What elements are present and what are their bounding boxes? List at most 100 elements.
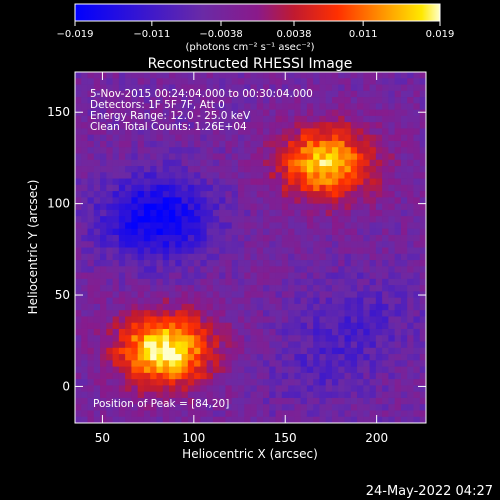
heatmap-cell	[256, 209, 264, 217]
heatmap-cell	[93, 366, 101, 374]
heatmap-cell	[306, 84, 314, 92]
heatmap-cell	[75, 128, 82, 136]
heatmap-cell	[357, 109, 364, 117]
heatmap-cell	[382, 166, 389, 173]
heatmap-cell	[219, 285, 226, 292]
heatmap-cell	[313, 335, 320, 342]
heatmap-cell	[419, 322, 427, 330]
heatmap-cell	[162, 385, 170, 393]
heatmap-cell	[169, 341, 176, 349]
heatmap-cell	[137, 122, 145, 129]
heatmap-cell	[156, 153, 164, 161]
heatmap-cell	[400, 335, 408, 342]
heatmap-cell	[269, 391, 276, 399]
heatmap-cell	[419, 197, 427, 205]
heatmap-cell	[382, 184, 389, 192]
heatmap-cell	[382, 234, 389, 242]
heatmap-cell	[231, 197, 239, 205]
heatmap-cell	[244, 297, 251, 305]
heatmap-cell	[187, 341, 195, 349]
heatmap-cell	[93, 341, 101, 349]
heatmap-cell	[200, 247, 208, 255]
heatmap-cell	[294, 397, 302, 405]
heatmap-cell	[131, 335, 139, 342]
heatmap-cell	[118, 297, 126, 305]
heatmap-cell	[231, 216, 239, 223]
heatmap-cell	[194, 191, 201, 198]
heatmap-cell	[407, 379, 414, 386]
heatmap-cell	[81, 78, 88, 85]
heatmap-cell	[156, 216, 164, 223]
heatmap-cell	[382, 228, 389, 236]
heatmap-cell	[275, 234, 283, 242]
heatmap-cell	[137, 234, 145, 242]
heatmap-cell	[375, 341, 383, 349]
heatmap-cell	[131, 291, 139, 299]
heatmap-cell	[131, 266, 139, 273]
heatmap-cell	[344, 115, 352, 123]
heatmap-cell	[407, 159, 414, 167]
heatmap-cell	[87, 253, 95, 261]
heatmap-cell	[200, 379, 208, 386]
heatmap-cell	[125, 335, 132, 342]
heatmap-cell	[363, 103, 370, 111]
heatmap-cell	[194, 385, 201, 393]
heatmap-cell	[419, 372, 427, 380]
heatmap-cell	[225, 84, 233, 92]
heatmap-cell	[212, 366, 220, 374]
heatmap-cell	[375, 366, 383, 374]
heatmap-cell	[388, 354, 396, 361]
heatmap-cell	[269, 241, 276, 248]
heatmap-cell	[244, 385, 251, 393]
heatmap-cell	[338, 78, 345, 85]
heatmap-cell	[225, 354, 233, 361]
heatmap-cell	[350, 272, 358, 280]
heatmap-cell	[306, 253, 314, 261]
heatmap-cell	[100, 247, 107, 255]
heatmap-cell	[150, 84, 157, 92]
heatmap-cell	[275, 166, 283, 173]
heatmap-cell	[263, 153, 270, 161]
heatmap-cell	[118, 78, 126, 85]
heatmap-cell	[382, 322, 389, 330]
heatmap-cell	[419, 90, 427, 98]
heatmap-cell	[112, 285, 120, 292]
heatmap-cell	[250, 90, 258, 98]
heatmap-cell	[281, 278, 289, 286]
heatmap-cell	[394, 410, 402, 418]
heatmap-cell	[256, 216, 264, 223]
heatmap-cell	[200, 385, 208, 393]
heatmap-cell	[181, 122, 189, 129]
heatmap-cell	[375, 122, 383, 129]
heatmap-cell	[106, 253, 114, 261]
heatmap-cell	[400, 354, 408, 361]
heatmap-cell	[357, 360, 364, 367]
heatmap-cell	[407, 203, 414, 211]
heatmap-cell	[419, 166, 427, 173]
heatmap-cell	[156, 366, 164, 374]
heatmap-cell	[200, 272, 208, 280]
heatmap-cell	[281, 134, 289, 142]
heatmap-cell	[112, 134, 120, 142]
heatmap-cell	[419, 234, 427, 242]
heatmap-cell	[244, 322, 251, 330]
colorbar-tick-label: 0.0038	[277, 29, 312, 40]
heatmap-cell	[281, 191, 289, 198]
heatmap-cell	[325, 360, 333, 367]
heatmap-cell	[106, 347, 114, 355]
heatmap-cell	[269, 72, 276, 79]
heatmap-cell	[137, 159, 145, 167]
heatmap-cell	[175, 166, 182, 173]
heatmap-cell	[244, 153, 251, 161]
heatmap-cell	[237, 347, 245, 355]
heatmap-cell	[194, 159, 201, 167]
heatmap-cell	[100, 341, 107, 349]
heatmap-cell	[187, 253, 195, 261]
heatmap-cell	[319, 178, 327, 186]
heatmap-cell	[338, 97, 345, 104]
heatmap-cell	[281, 122, 289, 129]
heatmap-cell	[419, 228, 427, 236]
heatmap-cell	[137, 197, 145, 205]
heatmap-cell	[150, 335, 157, 342]
heatmap-cell	[100, 184, 107, 192]
